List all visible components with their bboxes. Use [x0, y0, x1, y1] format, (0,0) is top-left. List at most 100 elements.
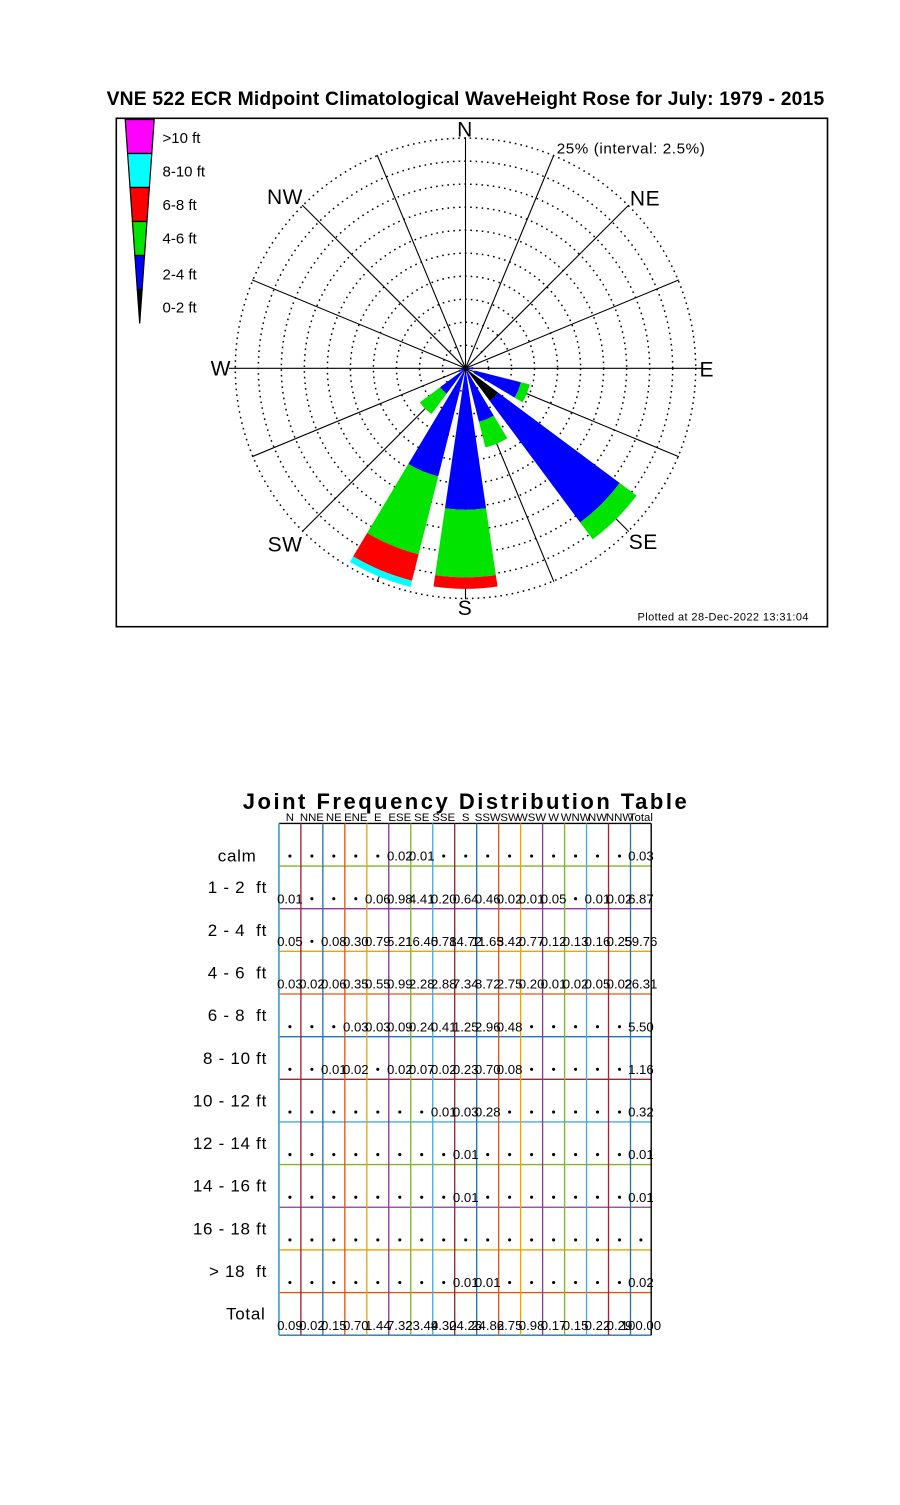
svg-text:W: W: [548, 812, 559, 824]
svg-text:0.55: 0.55: [365, 977, 391, 992]
svg-text:16 - 18 ft: 16 - 18 ft: [193, 1219, 267, 1238]
svg-text:7.34: 7.34: [453, 977, 479, 992]
svg-text:0.41: 0.41: [431, 1019, 457, 1034]
svg-text:calm: calm: [218, 847, 257, 866]
svg-text:16.45: 16.45: [405, 934, 438, 949]
svg-text:24.26: 24.26: [449, 1318, 482, 1333]
svg-text:0.03: 0.03: [365, 1019, 391, 1034]
svg-text:0.01: 0.01: [475, 1275, 501, 1290]
svg-text:0.25: 0.25: [607, 934, 633, 949]
svg-text:0.01: 0.01: [628, 1190, 654, 1205]
svg-text:0.02: 0.02: [299, 977, 325, 992]
svg-text:0.05: 0.05: [541, 891, 567, 906]
svg-text:2.88: 2.88: [431, 977, 457, 992]
svg-text:Joint Frequency Distribution T: Joint Frequency Distribution Table: [243, 789, 689, 814]
svg-text:1.25: 1.25: [453, 1019, 479, 1034]
svg-text:0.30: 0.30: [343, 934, 369, 949]
svg-text:0.01: 0.01: [453, 1275, 479, 1290]
svg-text:2.75: 2.75: [497, 977, 523, 992]
svg-text:6 - 8 ft: 6 - 8 ft: [208, 1006, 267, 1025]
svg-text:0.01: 0.01: [585, 891, 611, 906]
svg-text:2-4 ft: 2-4 ft: [163, 266, 198, 283]
svg-text:0-2 ft: 0-2 ft: [163, 300, 198, 317]
svg-text:5.21: 5.21: [387, 934, 413, 949]
svg-text:0.98: 0.98: [519, 1318, 545, 1333]
svg-text:0.02: 0.02: [628, 1275, 654, 1290]
svg-text:8 - 10 ft: 8 - 10 ft: [203, 1049, 267, 1068]
svg-text:14 - 16 ft: 14 - 16 ft: [193, 1177, 267, 1196]
svg-text:0.98: 0.98: [387, 891, 413, 906]
svg-text:0.01: 0.01: [409, 849, 435, 864]
svg-text:0.64: 0.64: [453, 891, 479, 906]
svg-text:23.49: 23.49: [405, 1318, 438, 1333]
svg-text:1.16: 1.16: [628, 1062, 654, 1077]
svg-text:0.29: 0.29: [607, 1318, 633, 1333]
svg-text:0.08: 0.08: [497, 1062, 523, 1077]
svg-text:0.22: 0.22: [585, 1318, 611, 1333]
svg-text:N: N: [286, 812, 294, 824]
svg-text:2 - 4 ft: 2 - 4 ft: [208, 921, 267, 940]
svg-text:4.30: 4.30: [431, 1318, 457, 1333]
svg-text:6-8 ft: 6-8 ft: [163, 197, 198, 214]
svg-text:SE: SE: [629, 531, 658, 554]
svg-text:Plotted at 28-Dec-2022 13:31:0: Plotted at 28-Dec-2022 13:31:04: [638, 612, 809, 624]
svg-text:0.05: 0.05: [277, 934, 303, 949]
svg-text:> 18 ft: > 18 ft: [209, 1262, 267, 1281]
svg-text:NNW: NNW: [606, 812, 633, 824]
svg-text:Total: Total: [226, 1305, 265, 1324]
svg-text:0.02: 0.02: [607, 891, 633, 906]
svg-text:0.03: 0.03: [343, 1019, 369, 1034]
svg-text:NNE: NNE: [300, 812, 324, 824]
svg-text:WSW: WSW: [517, 812, 546, 824]
svg-text:0.02: 0.02: [299, 1318, 325, 1333]
svg-text:ESE: ESE: [388, 812, 411, 824]
svg-text:0.02: 0.02: [343, 1062, 369, 1077]
svg-text:0.01: 0.01: [628, 1147, 654, 1162]
svg-text:6.87: 6.87: [628, 891, 654, 906]
svg-text:2.96: 2.96: [475, 1019, 501, 1034]
svg-text:0.06: 0.06: [365, 891, 391, 906]
svg-text:SW: SW: [500, 812, 519, 824]
svg-text:0.23: 0.23: [453, 1062, 479, 1077]
svg-text:26.31: 26.31: [624, 977, 657, 992]
svg-text:7.32: 7.32: [387, 1318, 413, 1333]
svg-text:0.03: 0.03: [453, 1105, 479, 1120]
svg-text:0.01: 0.01: [277, 891, 303, 906]
svg-text:SW: SW: [268, 534, 303, 557]
svg-text:0.99: 0.99: [387, 977, 413, 992]
svg-text:0.16: 0.16: [585, 934, 611, 949]
svg-text:0.48: 0.48: [497, 1019, 523, 1034]
svg-text:0.17: 0.17: [541, 1318, 567, 1333]
svg-text:0.15: 0.15: [321, 1318, 347, 1333]
svg-text:0.01: 0.01: [519, 891, 545, 906]
svg-text:0.01: 0.01: [541, 977, 567, 992]
svg-text:0.06: 0.06: [321, 977, 347, 992]
svg-text:0.01: 0.01: [431, 1105, 457, 1120]
svg-text:0.01: 0.01: [453, 1190, 479, 1205]
svg-text:25% (interval: 2.5%): 25% (interval: 2.5%): [557, 140, 706, 157]
svg-text:NE: NE: [326, 812, 342, 824]
svg-text:2.28: 2.28: [409, 977, 435, 992]
svg-text:0.28: 0.28: [475, 1105, 501, 1120]
svg-text:ENE: ENE: [344, 812, 368, 824]
svg-text:0.13: 0.13: [563, 934, 589, 949]
svg-text:N: N: [457, 118, 473, 141]
svg-text:1 - 2 ft: 1 - 2 ft: [208, 878, 267, 897]
svg-text:NE: NE: [630, 188, 660, 211]
svg-text:0.02: 0.02: [387, 849, 413, 864]
svg-text:3.42: 3.42: [497, 934, 523, 949]
svg-text:4 - 6 ft: 4 - 6 ft: [208, 964, 267, 983]
svg-text:11.65: 11.65: [472, 934, 504, 949]
svg-text:4-6 ft: 4-6 ft: [163, 231, 198, 248]
svg-text:Total: Total: [629, 812, 653, 824]
svg-text:0.70: 0.70: [343, 1318, 369, 1333]
svg-text:NW: NW: [588, 812, 607, 824]
svg-text:8.72: 8.72: [475, 977, 501, 992]
svg-text:24.82: 24.82: [471, 1318, 504, 1333]
svg-text:0.24: 0.24: [409, 1019, 435, 1034]
svg-text:0.02: 0.02: [431, 1062, 457, 1077]
svg-text:0.02: 0.02: [563, 977, 589, 992]
svg-text:S: S: [458, 597, 473, 620]
svg-text:0.46: 0.46: [475, 891, 501, 906]
svg-text:5.50: 5.50: [628, 1019, 654, 1034]
